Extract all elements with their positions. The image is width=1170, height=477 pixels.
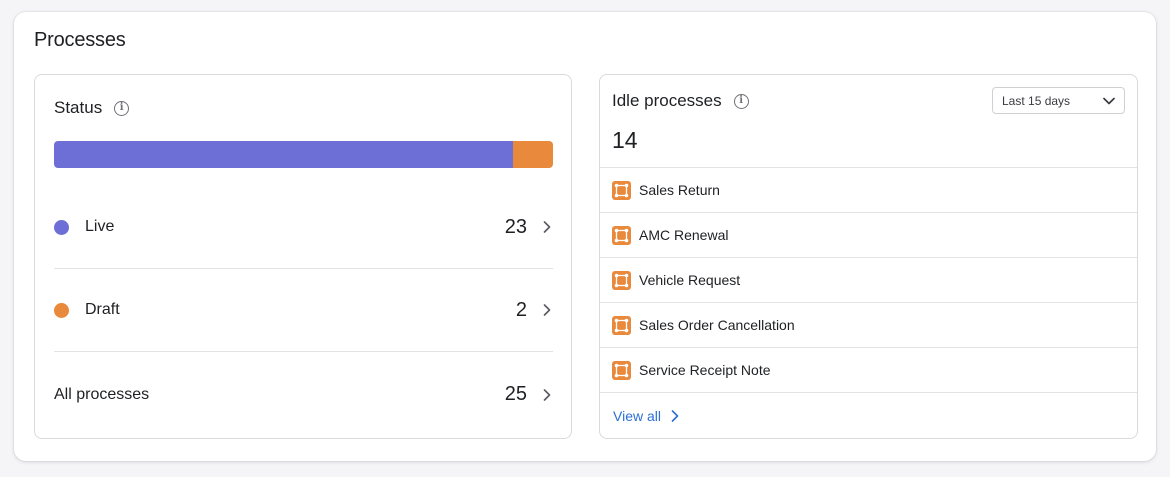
view-all-label: View all [613,408,661,424]
status-header: Status i [54,98,130,118]
status-row-label: All processes [54,385,150,403]
panel-title: Processes [34,29,126,51]
list-item-label: Sales Return [639,182,720,198]
list-item-label: Service Receipt Note [639,362,771,378]
idle-header: Idle processes i [612,91,749,111]
status-row-label: Draft [85,301,120,318]
chevron-down-icon [1103,97,1115,105]
processes-panel: Processes Status i Live 23 Draft 2 [14,12,1156,461]
list-item[interactable]: Vehicle Request [600,258,1137,303]
list-item[interactable]: AMC Renewal [600,213,1137,258]
status-row-label: Live [85,218,115,235]
list-item[interactable]: Sales Return [600,168,1137,213]
process-icon [612,225,631,245]
chevron-right-icon [669,410,681,422]
list-item-label: AMC Renewal [639,227,729,243]
process-icon [612,270,631,290]
info-icon[interactable]: i [733,93,749,109]
view-all-link[interactable]: View all [613,408,681,424]
info-icon[interactable]: i [114,100,130,116]
chevron-right-icon [541,304,553,316]
idle-title: Idle processes [612,91,722,110]
list-item[interactable]: Service Receipt Note [600,348,1137,393]
status-row-all-processes[interactable]: All processes 25 [54,353,553,436]
process-icon [612,180,631,200]
idle-count: 14 [612,127,638,153]
status-row-live[interactable]: Live 23 [54,186,553,269]
list-item-label: Sales Order Cancellation [639,317,795,333]
date-range-value: Last 15 days [1002,93,1071,108]
chevron-right-icon [541,221,553,233]
process-icon [612,315,631,335]
status-bar-draft-segment [513,141,553,168]
process-icon [612,360,631,380]
status-row-count: 23 [504,215,527,238]
list-item-label: Vehicle Request [639,272,741,288]
status-title: Status [54,98,103,117]
status-row-count: 2 [515,298,527,321]
status-row-draft[interactable]: Draft 2 [54,269,553,352]
list-item[interactable]: Sales Order Cancellation [600,303,1137,348]
draft-dot [54,302,69,318]
chevron-right-icon [541,388,553,401]
status-bar-live-segment [54,141,514,168]
date-range-dropdown[interactable]: Last 15 days [992,87,1125,114]
status-card: Status i Live 23 Draft 2 All processes 2 [34,74,572,439]
status-row-count: 25 [504,383,527,405]
idle-processes-card: Idle processes i Last 15 days 14 Sales R… [599,74,1138,439]
live-dot [54,219,69,235]
status-bar [54,141,553,168]
idle-process-list: Sales Return AMC Renewal Vehicle Request… [600,167,1137,393]
